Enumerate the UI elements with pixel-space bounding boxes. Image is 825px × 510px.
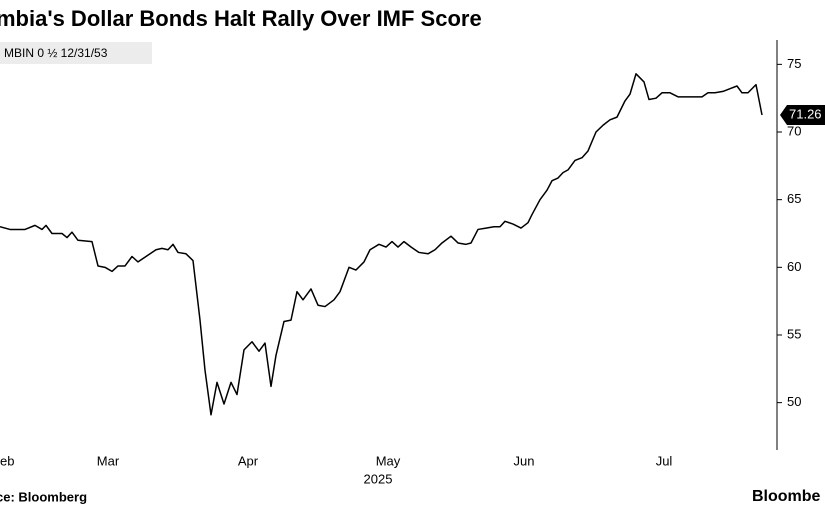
x-tick-label: eb (0, 453, 14, 468)
x-tick-label: Jun (514, 453, 535, 468)
source: ce: Bloomberg (0, 489, 87, 504)
legend-box (0, 42, 152, 64)
y-tick-label: 75 (787, 56, 801, 71)
line (0, 73, 763, 416)
x-tick-label: Apr (238, 453, 259, 468)
brand: Bloombe (752, 488, 821, 505)
y-tick-label: 55 (787, 326, 801, 341)
legend-label: MBIN 0 ½ 12/31/53 (4, 46, 108, 60)
chart-title: mbia's Dollar Bonds Halt Rally Over IMF … (0, 6, 482, 31)
year-label: 2025 (364, 471, 393, 486)
x-tick-label: Jul (656, 453, 673, 468)
y-tick-label: 65 (787, 191, 801, 206)
y-tick-label: 50 (787, 394, 801, 409)
last-value-box (780, 104, 825, 125)
y-tick-label: 70 (787, 123, 801, 138)
x-tick-label: May (376, 453, 401, 468)
last-value-label: 71.26 (789, 106, 822, 121)
y-tick-label: 60 (787, 259, 801, 274)
x-tick-label: Mar (97, 453, 120, 468)
